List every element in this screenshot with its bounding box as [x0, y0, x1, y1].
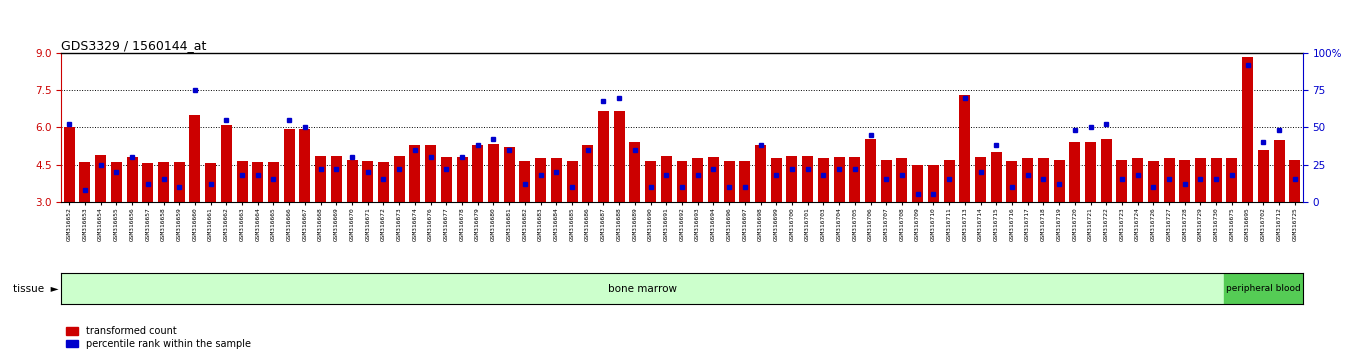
Bar	[127, 157, 138, 202]
Text: tissue  ►: tissue ►	[14, 284, 59, 293]
Bar	[236, 161, 248, 202]
Bar	[535, 159, 546, 202]
Bar	[913, 165, 923, 202]
Bar	[787, 156, 798, 202]
Bar	[346, 160, 357, 202]
Text: bone marrow: bone marrow	[608, 284, 677, 293]
Bar	[1022, 159, 1033, 202]
Bar	[708, 157, 719, 202]
Bar	[1132, 159, 1143, 202]
Bar	[503, 147, 514, 202]
Bar	[566, 161, 577, 202]
Bar	[267, 162, 280, 202]
Bar	[990, 152, 1001, 202]
Bar	[158, 162, 169, 202]
Bar	[629, 142, 640, 202]
Bar	[110, 162, 121, 202]
Bar	[409, 145, 420, 202]
Bar	[457, 157, 468, 202]
Bar	[802, 156, 813, 202]
Bar	[660, 156, 672, 202]
Bar	[1116, 160, 1128, 202]
Bar	[881, 160, 892, 202]
Bar	[677, 161, 687, 202]
Bar	[944, 160, 955, 202]
Bar	[378, 162, 389, 202]
Bar	[1243, 57, 1254, 202]
Bar	[284, 129, 295, 202]
Bar	[64, 127, 75, 202]
Bar	[252, 162, 263, 202]
Bar	[190, 115, 201, 202]
Bar	[896, 159, 907, 202]
Bar	[928, 165, 938, 202]
Bar	[1007, 161, 1018, 202]
Bar	[1053, 160, 1064, 202]
Bar	[1274, 140, 1285, 202]
Bar	[315, 156, 326, 202]
Legend: transformed count, percentile rank within the sample: transformed count, percentile rank withi…	[67, 326, 251, 349]
Bar	[1163, 159, 1174, 202]
Bar	[1148, 161, 1159, 202]
Bar	[551, 159, 562, 202]
Bar	[300, 129, 311, 202]
Text: peripheral blood: peripheral blood	[1226, 284, 1301, 293]
Bar	[645, 161, 656, 202]
Bar	[597, 112, 608, 202]
Bar	[173, 162, 184, 202]
Bar	[959, 95, 970, 202]
Bar	[205, 164, 216, 202]
Bar	[1226, 159, 1237, 202]
Bar	[488, 144, 499, 202]
Bar	[771, 159, 782, 202]
Bar	[1180, 160, 1191, 202]
Bar	[95, 155, 106, 202]
Bar	[1069, 142, 1080, 202]
Bar	[1224, 273, 1303, 304]
Bar	[79, 162, 90, 202]
Bar	[739, 161, 750, 202]
Bar	[331, 156, 342, 202]
Text: GDS3329 / 1560144_at: GDS3329 / 1560144_at	[61, 39, 207, 52]
Bar	[850, 157, 861, 202]
Bar	[818, 159, 829, 202]
Bar	[833, 157, 844, 202]
Bar	[1038, 159, 1049, 202]
Bar	[221, 125, 232, 202]
Bar	[1084, 142, 1097, 202]
Bar	[1289, 160, 1300, 202]
Bar	[582, 145, 593, 202]
Bar	[472, 145, 483, 202]
Bar	[1195, 159, 1206, 202]
Bar	[1101, 139, 1112, 202]
Bar	[142, 164, 153, 202]
Bar	[1211, 159, 1222, 202]
Bar	[614, 112, 625, 202]
Bar	[426, 145, 436, 202]
Bar	[865, 139, 876, 202]
Bar	[394, 156, 405, 202]
Bar	[692, 159, 704, 202]
Bar	[363, 161, 374, 202]
Bar	[520, 161, 531, 202]
Bar	[1258, 150, 1269, 202]
Bar	[441, 157, 451, 202]
Bar	[756, 145, 767, 202]
Bar	[975, 157, 986, 202]
Bar	[724, 161, 735, 202]
